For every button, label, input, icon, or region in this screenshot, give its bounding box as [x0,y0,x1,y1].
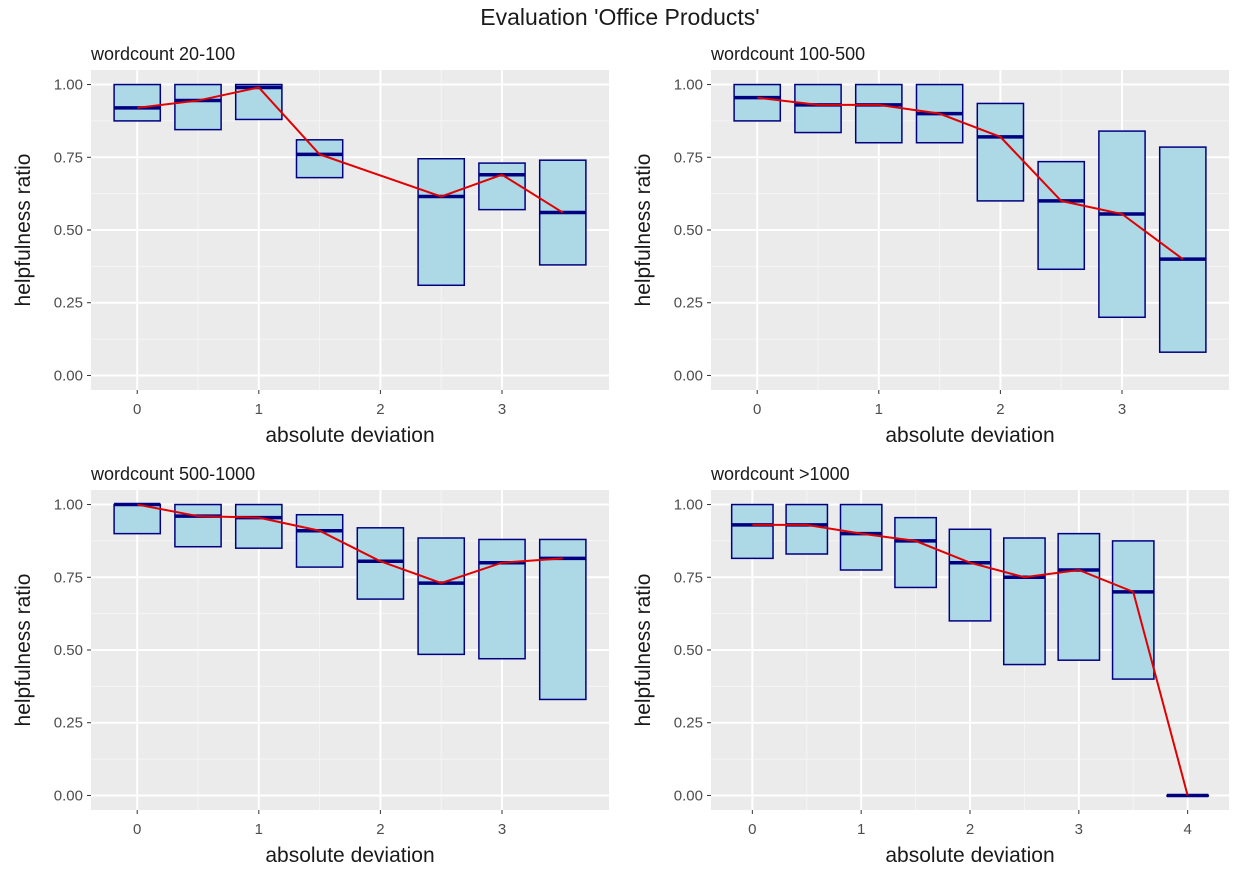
y-tick-label: 0.75 [54,149,83,166]
box-0 [730,503,774,560]
panel-title: wordcount 500-1000 [90,464,255,484]
x-tick-label: 2 [996,401,1004,418]
x-axis-title: absolute deviation [265,844,434,867]
x-axis-title: absolute deviation [885,424,1054,447]
x-tick-label: 2 [376,401,384,418]
panel-1: 0.00 0.25 0.50 0.75 1.00 0 1 2 3 wordcount 20-100… [12,44,609,447]
panel-title: wordcount 20-100 [90,44,235,64]
panel-3: 0.00 0.25 0.50 0.75 1.00 0 1 2 3 wordcount 500-10… [12,464,609,867]
x-tick-label: 4 [1183,821,1191,838]
x-tick-label: 0 [133,401,141,418]
y-axis-title: helpfulness ratio [632,574,655,727]
y-tick-label: 1.00 [54,497,83,514]
x-tick-label: 0 [753,401,761,418]
box-7 [1158,146,1207,353]
y-axis-title: helpfulness ratio [12,574,35,727]
y-tick-label: 0.50 [674,642,703,659]
box-3 [894,516,938,589]
y-axis-title: helpfulness ratio [12,154,35,307]
box-3 [295,513,344,568]
median-trend-line [137,503,563,585]
y-tick-label: 0.00 [54,787,83,804]
box-1 [794,83,842,134]
x-tick-label: 0 [133,821,141,838]
y-tick-label: 0.25 [674,715,703,732]
y-tick-label: 0.25 [674,295,703,312]
box-6 [478,538,526,660]
box-7 [538,538,587,701]
x-tick-label: 2 [376,821,384,838]
y-tick-label: 0.75 [54,569,83,586]
x-tick-label: 0 [748,821,756,838]
y-tick-label: 1.00 [674,77,703,94]
y-tick-label: 0.00 [674,787,703,804]
x-tick-label: 3 [498,821,506,838]
y-tick-label: 0.25 [54,715,83,732]
box-5 [478,162,526,211]
y-tick-label: 0.75 [674,569,703,586]
box-4 [948,528,992,622]
box-2 [854,83,903,144]
y-axis-title: helpfulness ratio [632,154,655,307]
box-5 [1002,537,1046,666]
box-0 [113,503,162,535]
x-tick-label: 3 [498,401,506,418]
box-4 [976,102,1025,202]
y-tick-label: 1.00 [674,497,703,514]
x-tick-label: 2 [966,821,974,838]
box-6 [1057,532,1101,661]
x-tick-label: 1 [875,401,883,418]
box-1 [174,83,222,131]
box-1 [785,503,829,555]
x-tick-label: 1 [255,821,263,838]
median-trend-line [757,96,1184,260]
y-tick-label: 0.75 [674,149,703,166]
panel-4: 0.00 0.25 0.50 0.75 1.00 0 1 2 3 4 wordcount >1000… [632,464,1229,867]
y-tick-label: 0.50 [674,222,703,239]
box-1 [174,503,222,548]
median-trend-line [752,523,1189,796]
box-2 [234,503,283,549]
x-axis-title: absolute deviation [885,844,1054,867]
x-tick-label: 3 [1118,401,1126,418]
y-tick-label: 1.00 [54,77,83,94]
panel-2: 0.00 0.25 0.50 0.75 1.00 0 1 2 3 wordcount 100-50… [632,44,1229,447]
box-5 [1037,160,1086,271]
box-2 [234,83,283,121]
box-7 [1111,540,1155,680]
box-3 [295,139,344,179]
median-trend-line [137,86,564,214]
box-5 [417,537,466,656]
panel-title: wordcount 100-500 [710,44,865,64]
box-4 [417,157,466,287]
box-0 [113,83,162,122]
box-0 [733,83,782,122]
box-4 [356,527,405,600]
y-tick-label: 0.50 [54,222,83,239]
y-tick-label: 0.50 [54,642,83,659]
y-tick-label: 0.00 [54,367,83,384]
x-tick-label: 3 [1075,821,1083,838]
box-2 [839,503,883,571]
y-tick-label: 0.00 [674,367,703,384]
box-6 [1098,130,1146,319]
figure-title: Evaluation 'Office Products' [480,4,760,30]
x-tick-label: 1 [857,821,865,838]
panel-title: wordcount >1000 [710,464,850,484]
y-tick-label: 0.25 [54,295,83,312]
x-tick-label: 1 [255,401,263,418]
x-axis-title: absolute deviation [265,424,434,447]
